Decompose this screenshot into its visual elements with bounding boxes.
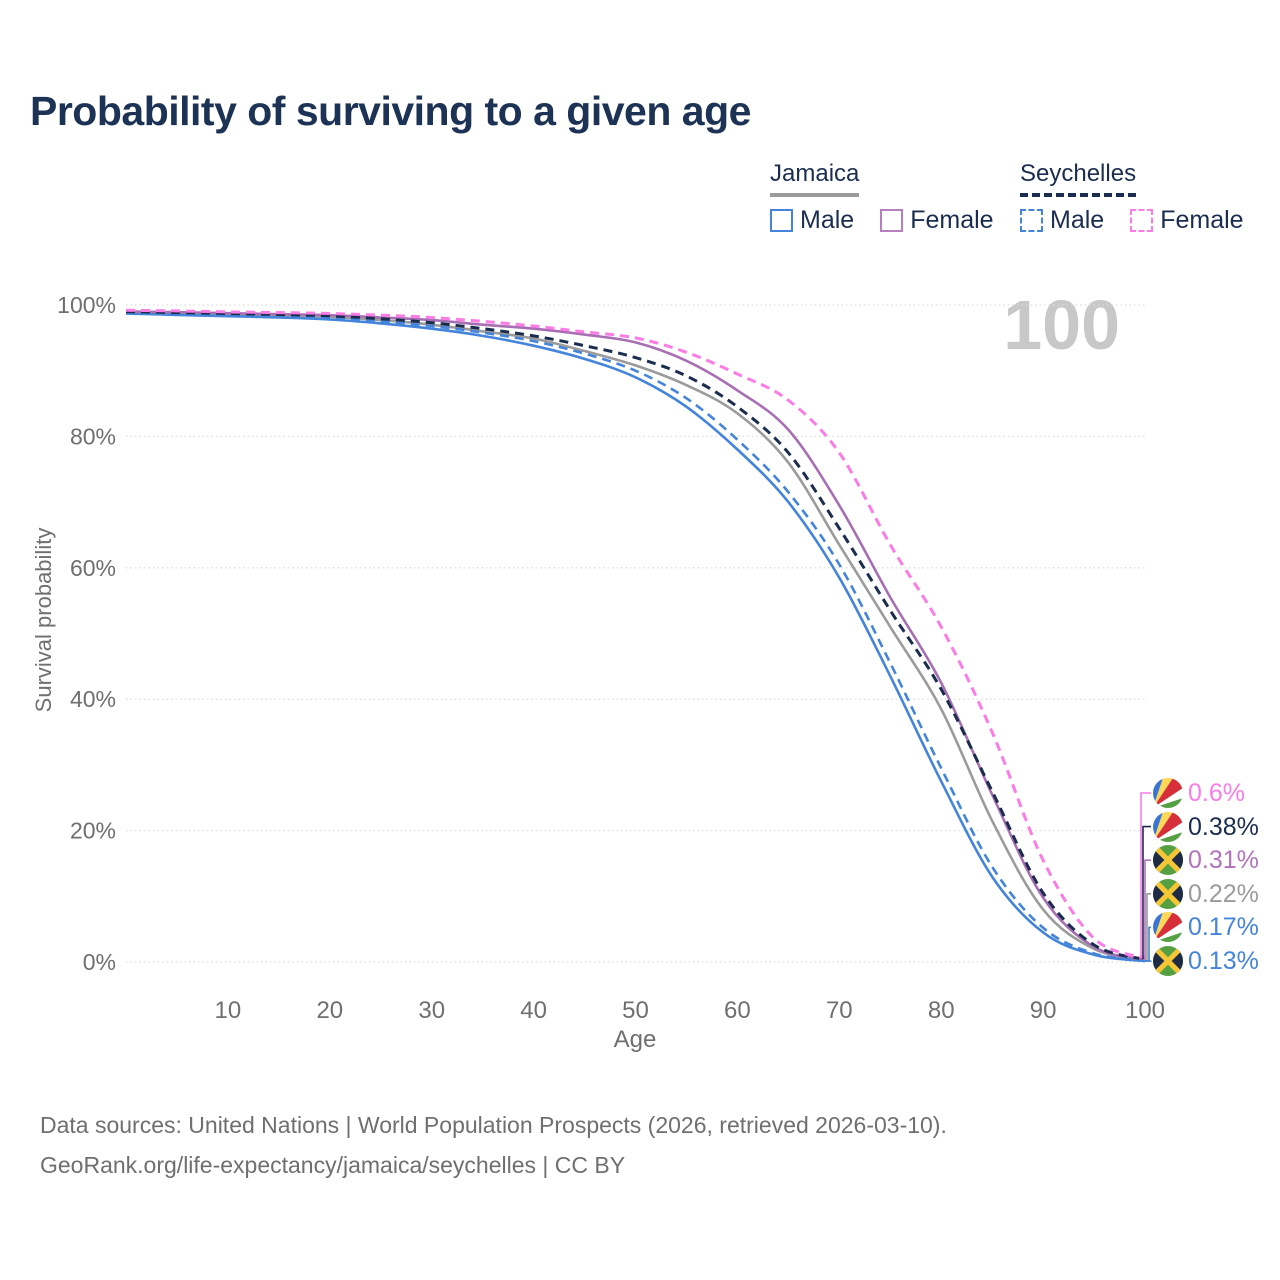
jamaica-flag-icon [1153, 878, 1183, 909]
legend-label-jamaica-female: Female [910, 206, 994, 234]
footer-sources: Data sources: United Nations | World Pop… [40, 1112, 947, 1138]
end-label-jamaica-female: 0.31% [1153, 845, 1259, 876]
end-label-value: 0.6% [1188, 779, 1245, 807]
legend-group-jamaica: Jamaica Male Female [770, 160, 1020, 235]
legend-header-seychelles: Seychelles [1020, 160, 1137, 197]
seychelles-flag-icon [1153, 778, 1183, 808]
x-tick-label: 20 [316, 997, 343, 1024]
legend-label-seychelles-female: Female [1160, 206, 1244, 234]
x-axis-title: Age [613, 1026, 657, 1053]
legend-swatch-seychelles-male-icon [1020, 209, 1043, 232]
series-line-jamaica-female [125, 310, 1146, 962]
legend-swatch-seychelles-female-icon [1130, 209, 1154, 232]
series-line-jamaica [125, 310, 1146, 962]
end-label-seychelles: 0.38% [1153, 811, 1259, 842]
footer: Data sources: United Nations | World Pop… [40, 1105, 947, 1185]
y-tick-label: 100% [57, 292, 116, 318]
end-label-value: 0.22% [1188, 879, 1259, 908]
x-tick-label: 60 [724, 997, 751, 1024]
hover-age-watermark: 100 [1003, 286, 1120, 364]
end-label-value: 0.31% [1188, 846, 1259, 875]
page-title: Probability of surviving to a given age [30, 88, 751, 134]
jamaica-flag-icon [1153, 946, 1183, 976]
series-line-seychelles-female [125, 308, 1146, 960]
series-line-jamaica-male [125, 312, 1146, 963]
seychelles-flag-icon [1153, 912, 1183, 943]
x-tick-label: 30 [418, 997, 445, 1024]
jamaica-flag-icon [1153, 845, 1183, 876]
legend-label-jamaica-male: Male [800, 206, 855, 234]
end-label-seychelles-male: 0.17% [1153, 912, 1259, 943]
end-label-jamaica-male: 0.13% [1153, 946, 1259, 976]
legend-label-seychelles-male: Male [1050, 206, 1105, 234]
legend-header-jamaica: Jamaica [770, 160, 860, 197]
x-tick-label: 80 [928, 997, 955, 1024]
y-tick-label: 80% [70, 423, 116, 449]
end-label-value: 0.38% [1188, 812, 1259, 841]
y-tick-label: 60% [70, 555, 116, 581]
seychelles-flag-icon [1153, 811, 1183, 842]
end-label-jamaica: 0.22% [1153, 878, 1259, 909]
end-label-seychelles-female: 0.6% [1153, 778, 1245, 808]
y-tick-label: 0% [83, 949, 116, 975]
legend: Jamaica Male Female Seychelles Male Fema… [0, 160, 1280, 250]
end-label-leader [1139, 792, 1151, 959]
end-label-value: 0.17% [1188, 913, 1259, 942]
end-label-value: 0.13% [1188, 947, 1259, 975]
x-tick-label: 70 [826, 997, 853, 1024]
series-line-seychelles [125, 310, 1146, 961]
x-tick-label: 10 [215, 997, 242, 1024]
footer-link[interactable]: GeoRank.org/life-expectancy/jamaica/seyc… [40, 1152, 626, 1178]
series-line-seychelles-male [125, 311, 1146, 963]
x-tick-label: 90 [1030, 997, 1057, 1024]
y-tick-label: 40% [70, 686, 116, 712]
legend-group-seychelles: Seychelles Male Female [1020, 160, 1270, 235]
legend-swatch-jamaica-male-icon [770, 209, 793, 232]
y-tick-label: 20% [70, 818, 116, 844]
x-tick-label: 50 [622, 997, 649, 1024]
legend-swatch-jamaica-female-icon [880, 209, 904, 232]
x-tick-label: 40 [520, 997, 547, 1024]
x-tick-label: 100 [1125, 997, 1165, 1024]
